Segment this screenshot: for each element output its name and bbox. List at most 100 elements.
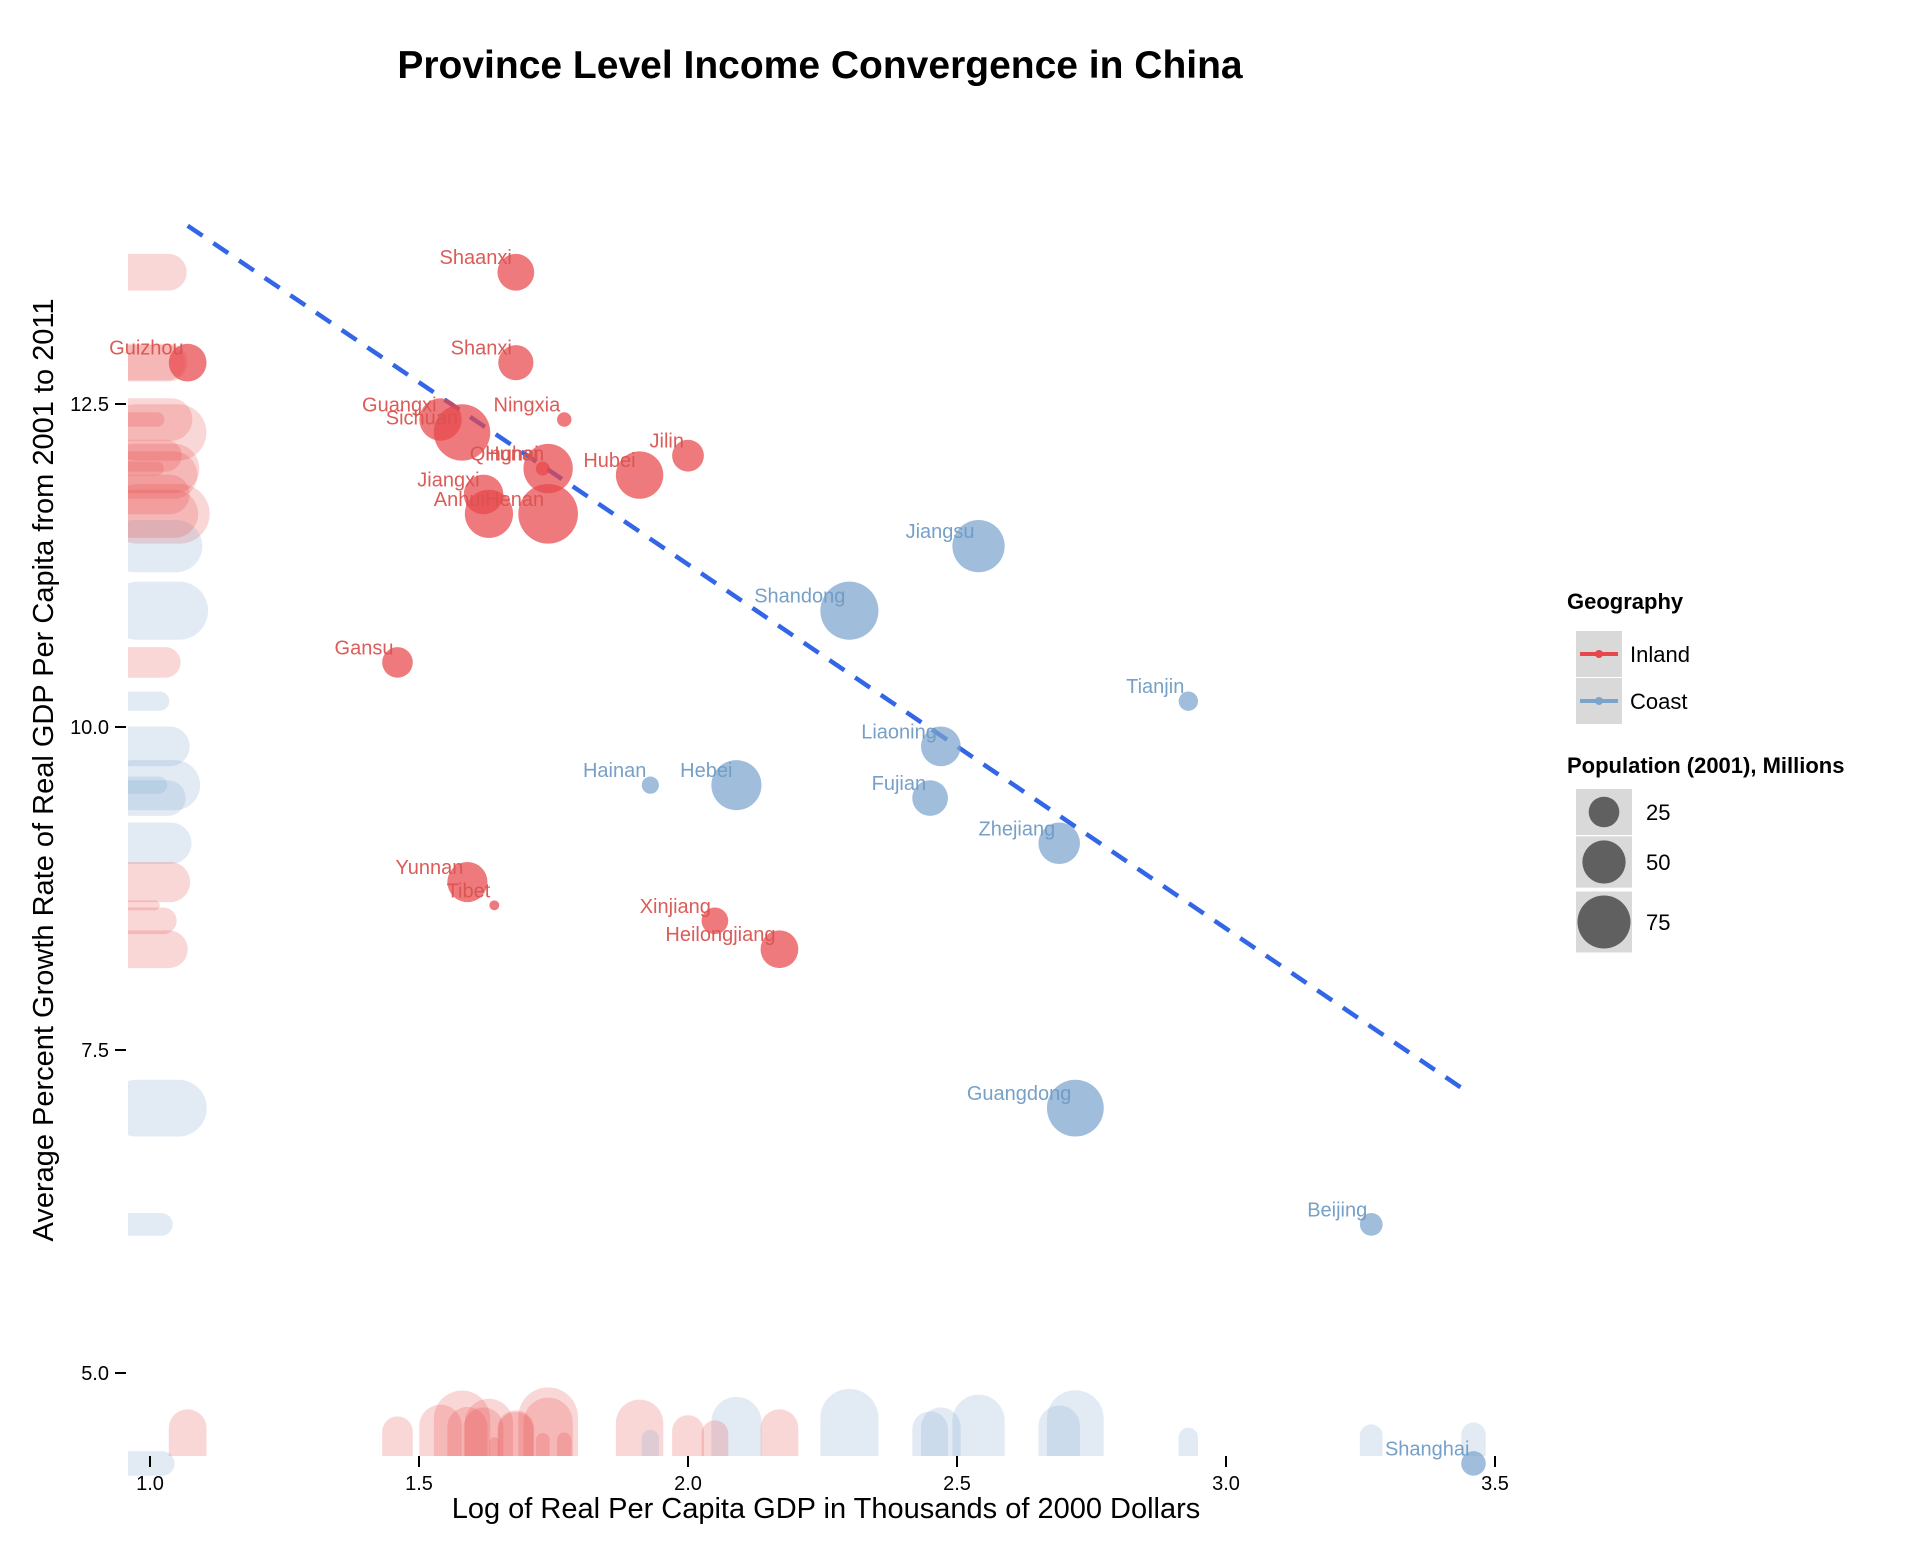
rug-bottom-mark	[1038, 1405, 1080, 1456]
data-label: Guizhou	[109, 338, 184, 360]
data-label: Shanxi	[451, 338, 512, 360]
x-tick-label: 1.0	[136, 1473, 164, 1495]
rug-left-mark	[128, 443, 200, 494]
data-label: Guangxi	[362, 395, 437, 417]
x-tick-label: 2.0	[674, 1473, 702, 1495]
rug-bottom-mark	[557, 1432, 572, 1456]
rug-left-mark	[128, 581, 209, 640]
legend-size-label: 75	[1646, 910, 1670, 935]
data-point	[1178, 691, 1199, 711]
rug-left-mark	[128, 404, 207, 461]
rug-bottom-mark	[912, 1411, 948, 1456]
rug-left-mark	[128, 776, 168, 794]
data-label: Gansu	[335, 637, 394, 659]
data-label: Sichuan	[386, 407, 458, 429]
rug-bottom-mark	[168, 1409, 207, 1456]
rug-bottom	[168, 1387, 1486, 1456]
data-point	[382, 647, 413, 678]
legend-color-title: Geography	[1567, 589, 1684, 614]
rug-bottom-mark	[672, 1415, 704, 1456]
data-label: Guangdong	[967, 1083, 1072, 1105]
data-label: Qinghai	[470, 444, 539, 466]
rug-bottom-mark	[523, 1397, 573, 1456]
data-point	[463, 474, 504, 515]
chart-title: Province Level Income Convergence in Chi…	[397, 44, 1243, 87]
rug-bottom-mark	[1178, 1427, 1199, 1456]
data-label: Jiangsu	[906, 521, 975, 543]
rug-left	[128, 253, 210, 1476]
rug-left-mark	[128, 1213, 173, 1236]
legend-color-items: Inland Coast	[1576, 631, 1690, 724]
data-point	[672, 439, 704, 472]
rug-left-mark	[128, 489, 199, 538]
rug-left-mark	[128, 398, 193, 441]
rug-bottom-mark	[952, 1394, 1005, 1456]
rug-left-mark	[128, 861, 191, 903]
data-label: Shanghai	[1385, 1438, 1470, 1460]
data-label: Jiangxi	[417, 469, 479, 491]
data-point	[912, 780, 948, 816]
rug-left-mark	[128, 691, 170, 711]
legend-size-circle	[1577, 895, 1631, 949]
rug-left-mark	[128, 451, 198, 499]
data-label: Henan	[485, 489, 544, 511]
rug-bottom-mark	[1046, 1390, 1104, 1456]
data-label: Shaanxi	[440, 247, 512, 269]
data-point	[1461, 1451, 1486, 1476]
rug-bottom-mark	[921, 1407, 961, 1456]
data-point	[760, 930, 799, 969]
data-label: Hunan	[485, 444, 544, 466]
data-label: Anhui	[434, 489, 485, 511]
rug-left-mark	[128, 345, 186, 381]
data-point	[419, 398, 462, 441]
data-point	[711, 760, 762, 811]
data-label: Zhejiang	[979, 818, 1056, 840]
rug-bottom-mark	[1359, 1424, 1383, 1456]
data-label: Liaoning	[861, 721, 937, 743]
data-point	[535, 461, 550, 476]
data-point	[168, 343, 207, 382]
rug-left-mark	[128, 483, 210, 544]
rug-bottom-mark	[820, 1388, 879, 1456]
data-point	[557, 412, 572, 427]
legend-color-label: Coast	[1630, 689, 1687, 714]
data-point	[497, 253, 535, 291]
data-label: Ningxia	[494, 395, 562, 417]
rug-bottom-mark	[1461, 1422, 1486, 1456]
rug-bottom-mark	[641, 1429, 659, 1456]
data-label: Jilin	[650, 431, 684, 453]
trend-line	[186, 223, 1464, 1091]
data-point	[1359, 1213, 1383, 1236]
x-tick-label: 3.0	[1212, 1473, 1240, 1495]
data-label: Hainan	[583, 760, 646, 782]
rug-bottom-mark	[497, 1410, 535, 1456]
trend-line-group	[186, 223, 1464, 1091]
rug-left-mark	[128, 1079, 207, 1137]
data-label: Beijing	[1307, 1199, 1367, 1221]
data-label: Xinjiang	[640, 896, 711, 918]
legend-size-circle	[1582, 840, 1626, 884]
legend: Geography Inland Coast Population (2001),…	[1567, 589, 1844, 953]
rug-bottom-mark	[498, 1411, 534, 1456]
legend-size-label: 25	[1646, 800, 1670, 825]
axes: 5.0 7.5 10.0 12.5 1.0 1.5 2.0 2.5 3.0 3.5	[70, 394, 1509, 1495]
data-point	[701, 907, 729, 935]
y-axis-label: Average Percent Growth Rate of Real GDP …	[28, 298, 60, 1241]
legend-size-label: 50	[1646, 850, 1670, 875]
data-point	[1046, 1079, 1104, 1137]
data-label: Tibet	[447, 880, 491, 902]
rug-left-mark	[128, 907, 177, 935]
rug-left-mark	[128, 519, 203, 573]
legend-key-dot	[1595, 650, 1603, 658]
rug-left-mark	[128, 461, 164, 476]
data-label: Tianjin	[1126, 676, 1184, 698]
x-tick-label: 1.5	[405, 1473, 433, 1495]
data-point	[447, 861, 488, 903]
data-label: Hubei	[583, 450, 635, 472]
rug-left-mark	[128, 930, 188, 969]
data-point	[820, 581, 879, 640]
data-point	[1038, 822, 1080, 865]
legend-color-label: Inland	[1630, 642, 1690, 667]
data-label: Fujian	[872, 773, 926, 795]
rug-bottom-mark	[433, 1390, 491, 1456]
